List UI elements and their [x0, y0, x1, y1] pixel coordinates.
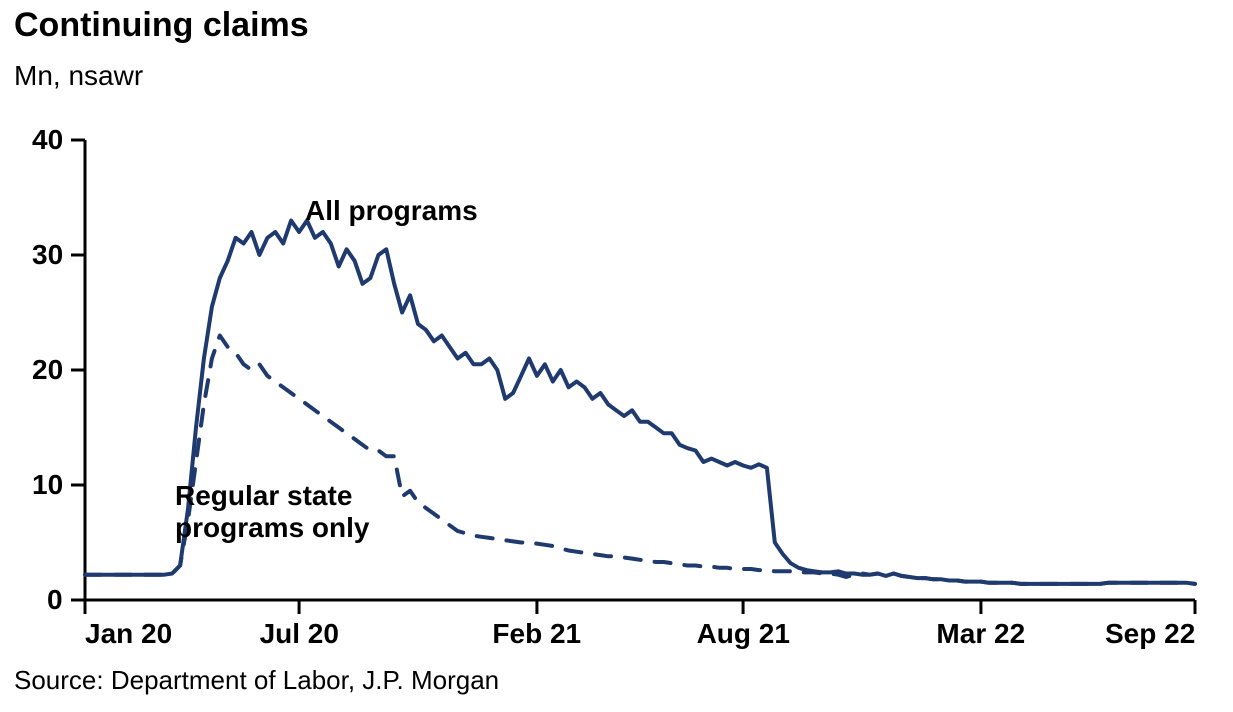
x-tick-label: Jan 20	[85, 618, 172, 650]
x-tick-label: Aug 21	[697, 618, 790, 650]
series-regular_state	[85, 336, 1195, 584]
x-tick-label: Feb 21	[492, 618, 581, 650]
chart-source: Source: Department of Labor, J.P. Morgan	[14, 665, 499, 696]
y-tick-label: 30	[32, 239, 63, 271]
x-tick-label: Jul 20	[260, 618, 339, 650]
y-tick-label: 40	[32, 124, 63, 156]
x-tick-label: Sep 22	[1105, 618, 1195, 650]
series-label-all_programs: All programs	[305, 195, 478, 227]
x-tick-label: Mar 22	[936, 618, 1025, 650]
series-label-regular_state: Regular state programs only	[175, 480, 369, 544]
y-tick-label: 0	[47, 584, 63, 616]
y-tick-label: 10	[32, 469, 63, 501]
chart-plot	[0, 0, 1233, 712]
y-tick-label: 20	[32, 354, 63, 386]
chart-container: Continuing claims Mn, nsawr 010203040Jan…	[0, 0, 1233, 712]
